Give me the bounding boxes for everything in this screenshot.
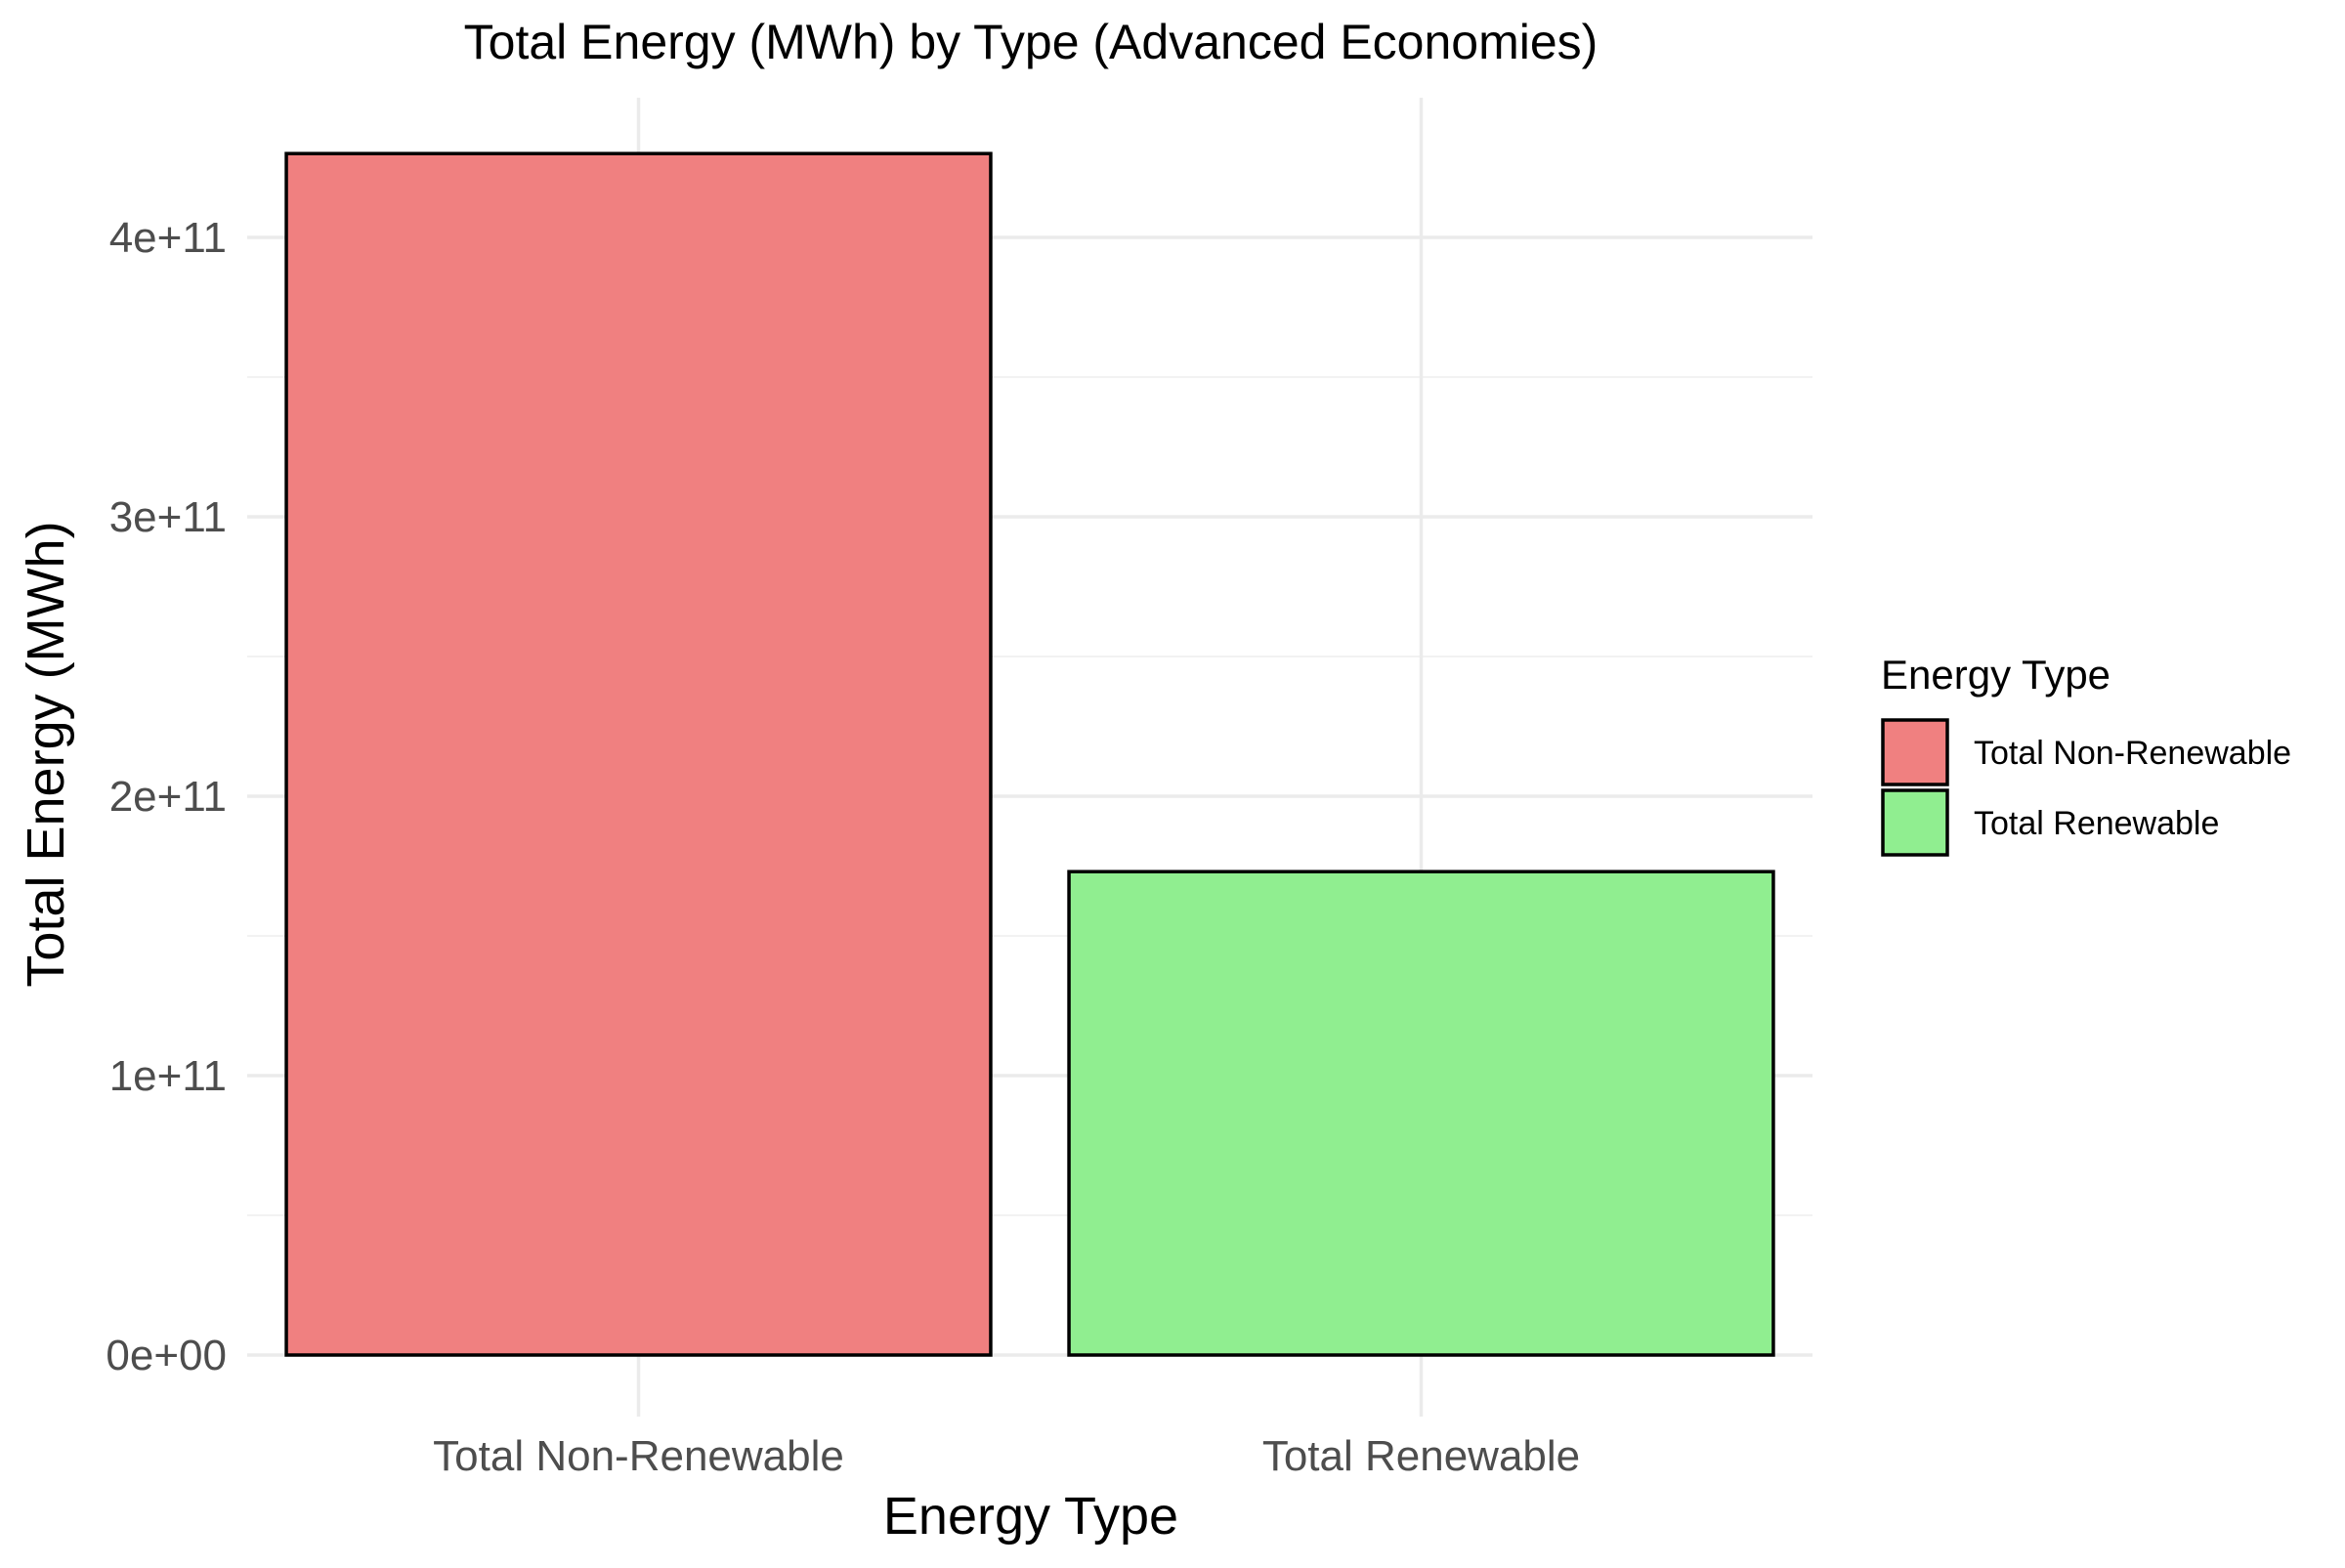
legend-swatch (1881, 718, 1949, 786)
y-axis-title: Total Energy (MWh) (17, 521, 75, 987)
y-tick-label: 3e+11 (109, 493, 227, 541)
bar-total-renewable (1067, 869, 1775, 1357)
y-tick-label: 0e+00 (106, 1332, 227, 1379)
tick-layer: 0e+00 1e+11 2e+11 3e+11 4e+11 Total Non-Renew… (106, 214, 1580, 1480)
x-axis-title: Energy Type (883, 1487, 1178, 1546)
y-tick-label: 1e+11 (109, 1052, 227, 1100)
legend-label: Total Non-Renewable (1974, 735, 2291, 772)
legend-label: Total Renewable (1974, 805, 2219, 842)
legend-title: Energy Type (1881, 652, 2110, 698)
chart-title: Total Energy (MWh) by Type (Advanced Eco… (464, 15, 1599, 69)
bar-total-non-renewable (284, 151, 993, 1357)
legend-swatch (1881, 788, 1949, 857)
legend: Energy Type Total Non-Renewable Total Ren… (1881, 652, 2291, 857)
x-tick-label: Total Renewable (1262, 1432, 1580, 1480)
x-tick-label: Total Non-Renewable (433, 1432, 844, 1480)
legend-items: Total Non-Renewable Total Renewable (1881, 718, 2291, 857)
y-tick-label: 4e+11 (109, 214, 227, 262)
bar-layer (284, 151, 1775, 1357)
y-tick-label: 2e+11 (109, 773, 227, 821)
